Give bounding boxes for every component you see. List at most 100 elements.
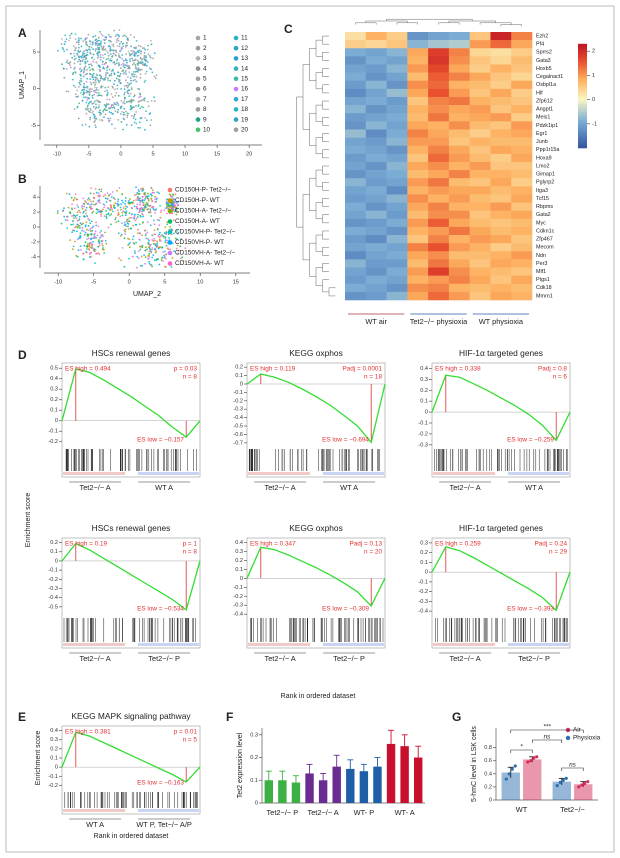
colorbar-step [578,137,587,141]
umap-point [75,41,78,44]
umap-point [141,105,143,108]
umap-point [109,53,112,55]
umap-point [106,192,109,195]
umap-point [149,211,152,214]
umap-point [177,232,179,235]
umap-point [126,206,128,208]
umap-point [136,59,139,62]
umap-point [101,244,104,247]
umap-point [122,45,125,47]
group-label: Tet2−/− A [450,654,481,663]
heatmap-cell [407,72,429,82]
umap-point [124,233,126,235]
significance-label: * [520,744,523,751]
umap-point [126,76,129,78]
umap-point [158,246,161,249]
umap-point [123,91,126,94]
y-tick-label: -4 [31,254,36,260]
row-label: Mecom [536,245,554,251]
umap-point [100,86,103,89]
umap-point [146,61,149,63]
umap-point [94,83,97,86]
legend-swatch [233,127,239,133]
umap-point [98,51,100,54]
axis-label: UMAP_2 [133,291,161,298]
plot-frame [431,537,571,649]
umap-point [115,221,118,224]
legend-swatch [233,96,239,102]
x-tick-label: 10 [182,151,188,157]
row-dendrogram [322,68,329,77]
umap-point [88,125,91,128]
umap-point [83,203,86,206]
umap-point [129,198,131,201]
umap-point [154,77,157,79]
legend-label: 7 [203,96,207,103]
heatmap-cell [428,194,450,203]
umap-point [144,204,147,207]
heatmap-cell [386,283,408,293]
umap-point [103,249,105,251]
heatmap-cell [386,251,408,260]
umap-point [175,206,178,209]
umap-point [128,52,131,55]
umap-point [163,209,166,211]
y-tick-label: 0.4 [50,376,58,382]
heatmap-cell [469,56,491,65]
umap-point [100,213,102,216]
umap-point [116,39,118,41]
y-tick-label: -2 [31,239,36,245]
umap-point [134,118,137,121]
y-tick-label: -0.1 [233,585,243,591]
umap-point [77,60,79,63]
umap-point [143,64,146,67]
umap-point [182,259,185,262]
umap-point [89,228,92,230]
umap-point [107,103,110,106]
legend-swatch [167,198,173,203]
umap-point [89,73,92,76]
n-label: n = 18 [364,374,382,381]
legend-swatch [195,107,201,112]
umap-point [153,96,156,99]
umap-point [82,93,84,96]
heatmap-cell [511,251,533,260]
umap-point [157,258,159,261]
umap-point [67,90,70,93]
umap-point [104,90,106,93]
panel-label: E [18,710,26,724]
es-high-label: ES high = 0.347 [250,541,296,548]
legend-label: 11 [241,35,248,42]
heatmap-cell [511,40,533,49]
heatmap-cell [490,226,512,236]
umap-point [149,112,152,115]
umap-point [107,117,109,120]
heatmap-cell [511,153,533,163]
row-label: Myc [536,220,546,226]
group-label: Tet2−/− A [265,483,296,492]
umap-point [144,197,147,200]
heatmap-cell [386,161,408,171]
heatmap-cell [386,275,408,285]
umap-point [137,250,140,253]
umap-point [172,198,175,201]
umap-point [146,195,149,198]
umap-point [100,188,103,191]
umap-point [90,83,93,86]
heatmap-cell [469,291,491,301]
heatmap-cell [428,96,450,106]
umap-point [139,121,141,124]
umap-point [89,40,91,43]
umap-point [145,70,148,73]
heatmap-cell [345,48,367,57]
umap-point [109,58,112,60]
umap-point [91,56,94,59]
heatmap-cell [365,72,387,82]
heatmap-cell [345,113,367,122]
umap-point [121,42,124,45]
bar [305,773,314,803]
umap-point [108,68,111,71]
umap-point [76,211,79,214]
umap-point [76,89,78,92]
umap-point [145,202,148,204]
